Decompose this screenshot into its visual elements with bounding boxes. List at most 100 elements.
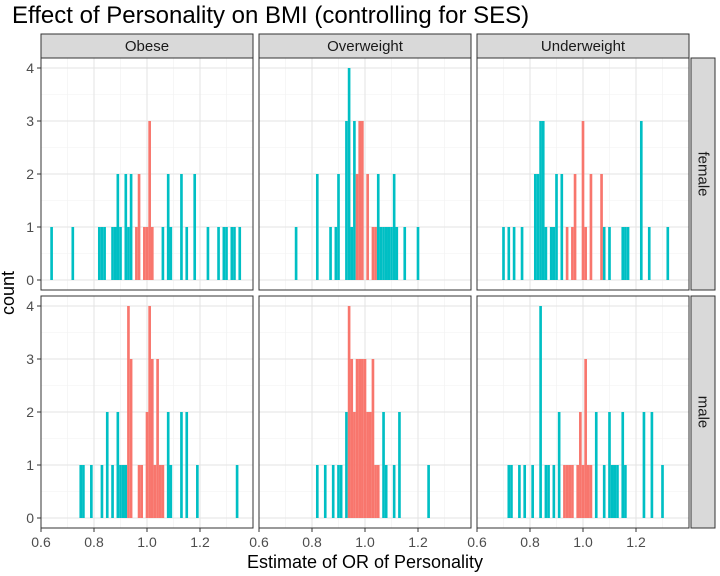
histogram-bar: [180, 412, 183, 518]
histogram-bar: [594, 412, 598, 518]
histogram-bar: [376, 465, 380, 518]
histogram-bar: [589, 174, 593, 280]
histogram-bar: [353, 412, 356, 518]
histogram-bar: [621, 412, 625, 518]
histogram-bar: [502, 227, 505, 280]
histogram-bar: [113, 227, 117, 280]
histogram-bar: [233, 227, 236, 280]
x-tick-label: 1.0: [137, 534, 157, 550]
histogram-bar: [395, 227, 399, 280]
y-tick-label: 4: [26, 298, 34, 314]
histogram-bar: [661, 465, 664, 518]
histogram-bar: [507, 465, 511, 518]
histogram-bar: [581, 121, 585, 280]
histogram-bar: [533, 174, 537, 280]
histogram-bar: [156, 359, 159, 518]
histogram-bar: [666, 227, 670, 280]
histogram-bar: [602, 227, 606, 280]
histogram-bar: [185, 227, 189, 280]
histogram-bar: [161, 465, 165, 518]
histogram-bar: [331, 465, 335, 518]
histogram-bar: [111, 465, 114, 518]
histogram-bar: [579, 412, 582, 518]
histogram-bar: [222, 227, 226, 280]
histogram-bar: [158, 465, 162, 518]
histogram-bar: [512, 227, 516, 280]
histogram-bar: [366, 412, 369, 518]
histogram-bar: [185, 412, 189, 518]
histogram-bar: [565, 465, 569, 518]
histogram-bar: [124, 465, 128, 518]
histogram-bar: [129, 359, 133, 518]
histogram-bar: [392, 174, 396, 280]
histogram-bar: [549, 227, 553, 280]
histogram-bar: [355, 359, 359, 518]
histogram-bar: [111, 227, 114, 280]
histogram-bar: [315, 174, 319, 280]
histogram-bar: [557, 412, 561, 518]
histogram-bar: [361, 121, 364, 280]
histogram-bar: [71, 227, 75, 280]
histogram-bar: [334, 227, 338, 280]
x-tick-label: 0.6: [249, 534, 269, 550]
histogram-bar: [560, 174, 564, 280]
x-tick-label: 1.2: [190, 534, 210, 550]
histogram-bar: [602, 465, 606, 518]
histogram-bar: [79, 465, 83, 518]
histogram-bar: [345, 412, 348, 518]
histogram-bar: [374, 465, 377, 518]
histogram-bar: [387, 227, 391, 280]
histogram-bar: [374, 227, 377, 280]
histogram-bar: [539, 121, 542, 280]
histogram-bar: [206, 227, 210, 280]
histogram-bar: [510, 465, 513, 518]
histogram-bar: [339, 465, 343, 518]
histogram-bar: [196, 465, 199, 518]
histogram-bar: [523, 465, 527, 518]
histogram-bar: [82, 465, 85, 518]
histogram-bar: [137, 174, 141, 280]
y-tick-label: 3: [26, 351, 34, 367]
histogram-bar: [97, 227, 101, 280]
histogram-bar: [148, 121, 151, 280]
panel-border: [258, 57, 472, 291]
histogram-bar: [382, 227, 385, 280]
x-tick-label: 0.6: [31, 534, 51, 550]
facet-label-female: female: [695, 151, 712, 196]
histogram-bar: [608, 412, 611, 518]
histogram-bar: [361, 359, 364, 518]
histogram-bar: [518, 465, 521, 518]
histogram-bar: [621, 227, 625, 280]
histogram-bar: [137, 465, 141, 518]
y-tick-label: 4: [26, 60, 34, 76]
histogram-bar: [565, 227, 569, 280]
histogram-bar: [329, 227, 332, 280]
histogram-bar: [639, 121, 643, 280]
histogram-bar: [379, 227, 383, 280]
histogram-bar: [145, 412, 149, 518]
histogram-bar: [150, 359, 154, 518]
histogram-bar: [353, 121, 356, 280]
histogram-bar: [103, 227, 106, 280]
y-tick-label: 3: [26, 113, 34, 129]
histogram-bar: [315, 465, 319, 518]
histogram-bar: [116, 412, 120, 518]
histogram-bar: [547, 465, 550, 518]
histogram-bar: [235, 465, 239, 518]
histogram-bar: [193, 174, 197, 280]
histogram-bar: [143, 227, 146, 280]
histogram-bar: [116, 174, 120, 280]
histogram-bar: [150, 227, 154, 280]
y-tick-label: 1: [26, 457, 34, 473]
histogram-bar: [148, 306, 151, 518]
histogram-bar: [153, 465, 157, 518]
histogram-bar: [90, 465, 93, 518]
histogram-bar: [124, 174, 128, 280]
x-tick-label: 0.8: [84, 534, 104, 550]
histogram-bar: [180, 174, 183, 280]
histogram-bar: [586, 465, 590, 518]
histogram-bar: [384, 465, 388, 518]
histogram-bar: [345, 121, 348, 280]
histogram-bar: [416, 227, 420, 280]
facet-label-male: male: [695, 396, 712, 429]
